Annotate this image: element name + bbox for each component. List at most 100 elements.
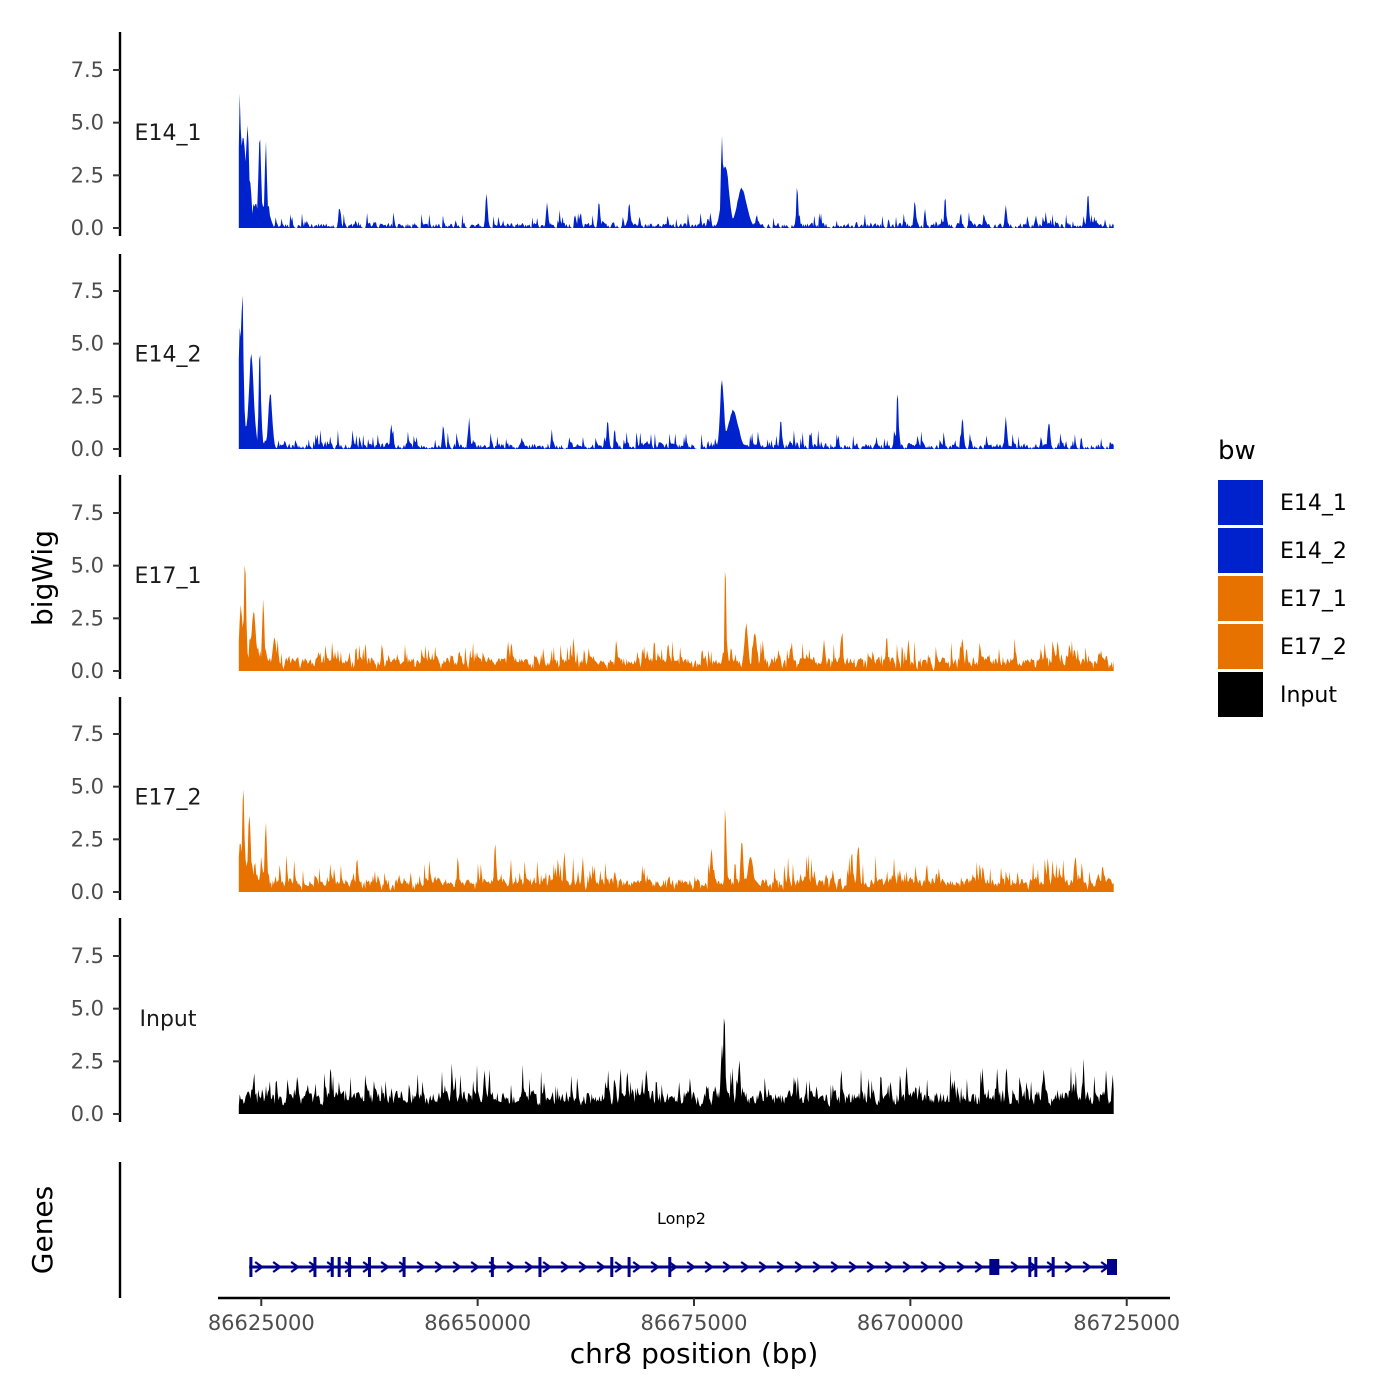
strand-arrow-icon: [758, 1261, 769, 1273]
x-axis: 86625000 86650000 86675000 86700000 86725000: [208, 1296, 1180, 1335]
strand-arrow-icon: [542, 1261, 553, 1273]
y-tick-label: 5.0: [71, 554, 104, 578]
strand-arrow-icon: [272, 1261, 283, 1273]
strand-arrow-icon: [668, 1261, 679, 1273]
strand-arrow-icon: [398, 1261, 409, 1273]
strand-arrow-icon: [866, 1261, 877, 1273]
legend-swatch-E14_1: [1218, 480, 1263, 525]
exon: [490, 1257, 494, 1277]
strand-arrow-icon: [380, 1261, 391, 1273]
exon: [348, 1257, 352, 1277]
strand-arrow-icon: [1082, 1261, 1093, 1273]
exon: [337, 1257, 341, 1277]
exon: [668, 1257, 672, 1277]
strand-arrow-icon: [632, 1261, 643, 1273]
y-axis-title: bigWig: [26, 530, 59, 626]
legend-swatch-E14_2: [1218, 528, 1263, 573]
strand-arrow-icon: [560, 1261, 571, 1273]
x-tick-label: 86700000: [857, 1311, 964, 1335]
y-tick-label: 5.0: [71, 775, 104, 799]
strand-arrow-icon: [902, 1261, 913, 1273]
strand-arrow-icon: [326, 1261, 337, 1273]
y-tick-label: 5.0: [71, 111, 104, 135]
strand-arrow-icon: [470, 1261, 481, 1273]
y-tick-label: 5.0: [71, 332, 104, 356]
track-label: E17_2: [135, 786, 202, 811]
gene-track: Genes Lonp2: [26, 1162, 1118, 1298]
exon: [610, 1257, 614, 1277]
track-label: E17_1: [135, 564, 202, 589]
strand-arrow-icon: [704, 1261, 715, 1273]
y-tick-label: 2.5: [71, 163, 104, 187]
bigwig-tracks: 0.0 2.5 5.0 7.5 E14_1 0.0 2.5 5.0 7.5 E14_2 0.0 2.5…: [71, 32, 1114, 1126]
signal-area-Input: [238, 1018, 1114, 1114]
legend-label-Input: Input: [1280, 683, 1337, 708]
track-label: Input: [140, 1007, 197, 1032]
strand-arrow-icon: [506, 1261, 517, 1273]
strand-arrow-icon: [452, 1261, 463, 1273]
signal-area-E17_2: [238, 789, 1114, 892]
x-tick-label: 86675000: [641, 1311, 748, 1335]
gene-track-title: Genes: [26, 1186, 59, 1274]
y-tick-label: 0.0: [71, 216, 104, 240]
legend-label-E17_2: E17_2: [1280, 635, 1347, 660]
exon: [627, 1257, 631, 1277]
legend-label-E14_2: E14_2: [1280, 539, 1347, 564]
track-Input: 0.0 2.5 5.0 7.5 Input: [71, 918, 1114, 1126]
exon: [989, 1259, 1000, 1275]
legend-swatch-E17_2: [1218, 624, 1263, 669]
track-label: E14_2: [135, 343, 202, 368]
y-tick-label: 7.5: [71, 944, 104, 968]
strand-arrow-icon: [578, 1261, 589, 1273]
signal-area-E14_1: [238, 93, 1114, 228]
y-tick-label: 7.5: [71, 501, 104, 525]
strand-arrow-icon: [812, 1261, 823, 1273]
exon: [249, 1257, 253, 1277]
strand-arrow-icon: [650, 1261, 661, 1273]
strand-arrow-icon: [848, 1261, 859, 1273]
legend-label-E17_1: E17_1: [1280, 587, 1347, 612]
legend: bw E14_1 E14_2 E17_1 E17_2 Input: [1218, 436, 1347, 717]
track-E14_2: 0.0 2.5 5.0 7.5 E14_2: [71, 254, 1114, 461]
y-tick-label: 0.0: [71, 659, 104, 683]
strand-arrow-icon: [614, 1261, 625, 1273]
y-tick-label: 5.0: [71, 997, 104, 1021]
y-tick-label: 7.5: [71, 279, 104, 303]
strand-arrow-icon: [776, 1261, 787, 1273]
strand-arrow-icon: [524, 1261, 535, 1273]
y-tick-label: 7.5: [71, 58, 104, 82]
y-tick-label: 2.5: [71, 606, 104, 630]
exon: [1034, 1257, 1038, 1277]
track-E17_1: 0.0 2.5 5.0 7.5 E17_1: [71, 475, 1114, 683]
strand-arrow-icon: [740, 1261, 751, 1273]
gene-name-label: Lonp2: [657, 1209, 706, 1228]
y-tick-label: 0.0: [71, 1102, 104, 1126]
strand-arrow-icon: [254, 1261, 265, 1273]
legend-label-E14_1: E14_1: [1280, 491, 1347, 516]
signal-area-E14_2: [238, 295, 1114, 449]
strand-arrow-icon: [686, 1261, 697, 1273]
x-tick-label: 86650000: [424, 1311, 531, 1335]
exon: [1107, 1259, 1118, 1275]
exon: [313, 1257, 317, 1277]
strand-arrow-icon: [938, 1261, 949, 1273]
legend-swatch-E17_1: [1218, 576, 1263, 621]
strand-arrow-icon: [920, 1261, 931, 1273]
y-tick-label: 7.5: [71, 722, 104, 746]
exon: [402, 1257, 406, 1277]
track-label: E14_1: [135, 121, 202, 146]
signal-area-E17_1: [238, 565, 1114, 671]
y-tick-label: 2.5: [71, 384, 104, 408]
exon: [330, 1257, 334, 1277]
strand-arrow-icon: [956, 1261, 967, 1273]
y-tick-label: 0.0: [71, 437, 104, 461]
strand-arrow-icon: [974, 1261, 985, 1273]
y-tick-label: 2.5: [71, 827, 104, 851]
x-axis-title: chr8 position (bp): [570, 1337, 819, 1370]
strand-arrow-icon: [1064, 1261, 1075, 1273]
gene-model: [249, 1257, 1118, 1277]
track-E14_1: 0.0 2.5 5.0 7.5 E14_1: [71, 32, 1114, 240]
y-tick-label: 0.0: [71, 880, 104, 904]
strand-arrow-icon: [1010, 1261, 1021, 1273]
